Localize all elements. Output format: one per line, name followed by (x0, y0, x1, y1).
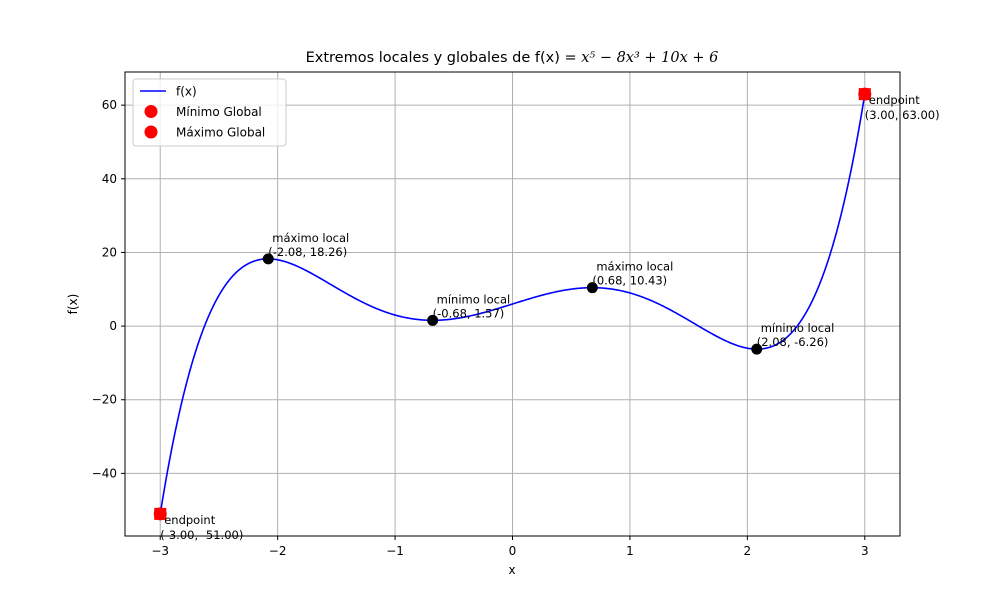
local-extremum-coords: (-2.08, 18.26) (268, 245, 347, 259)
y-tick-label: 0 (109, 319, 117, 333)
endpoint-coords: (3.00, 63.00) (865, 108, 940, 122)
legend-box (132, 78, 287, 147)
x-tick-label: 1 (626, 544, 634, 558)
legend: f(x) Mínimo Global Máximo Global (132, 78, 287, 147)
ticks: −3 −2 −1 0 1 2 3 −40 −20 0 20 40 60 (92, 98, 869, 558)
plot-area: máximo local(-2.08, 18.26)mínimo local(-… (153, 87, 940, 542)
x-tick-label: −2 (269, 544, 287, 558)
local-extremum-coords: (2.08, -6.26) (757, 335, 829, 349)
local-extremum-label: máximo local (272, 231, 349, 245)
local-extremum-label: mínimo local (437, 292, 511, 306)
chart-title: Extremos locales y globales de f(x) = x⁵… (306, 50, 719, 66)
axes-frame (124, 71, 901, 537)
local-extremum-point (262, 253, 274, 265)
y-tick-label: −40 (92, 466, 117, 480)
endpoint-coords: (-3.00, -51.00) (160, 528, 243, 542)
y-tick-label: 60 (102, 98, 117, 112)
legend-entry-label: Mínimo Global (176, 105, 262, 119)
local-extremum-label: mínimo local (761, 321, 835, 335)
y-tick-label: −20 (92, 393, 117, 407)
legend-entry-label: f(x) (176, 85, 197, 99)
local-extremum-point (751, 343, 763, 355)
x-tick-label: −3 (151, 544, 169, 558)
x-axis-label: x (508, 563, 515, 577)
local-extremum-point (586, 282, 598, 294)
x-tick-label: −1 (386, 544, 404, 558)
endpoint-label: endpoint (869, 93, 920, 107)
chart-title-text: Extremos locales y globales de f(x) = (306, 50, 582, 66)
x-tick-label: 0 (509, 544, 517, 558)
local-extremum-label: máximo local (596, 260, 673, 274)
x-tick-label: 3 (861, 544, 869, 558)
endpoint-marker (858, 88, 871, 101)
y-axis-label: f(x) (66, 294, 80, 315)
local-extremum-coords: (0.68, 10.43) (592, 274, 667, 288)
legend-marker-swatch (144, 125, 158, 139)
x-tick-label: 2 (744, 544, 752, 558)
local-extremum-point (427, 314, 439, 326)
local-extremum-coords: (-0.68, 1.57) (433, 306, 505, 320)
endpoint-marker (154, 507, 167, 520)
legend-entry-label: Máximo Global (176, 126, 265, 140)
y-tick-label: 40 (102, 172, 117, 186)
endpoint-label: endpoint (164, 513, 215, 527)
function-curve (159, 93, 866, 515)
legend-marker-swatch (144, 105, 158, 118)
chart-title-math: x⁵ − 8x³ + 10x + 6 (581, 50, 718, 66)
y-tick-label: 20 (102, 245, 117, 259)
grid (125, 72, 900, 536)
